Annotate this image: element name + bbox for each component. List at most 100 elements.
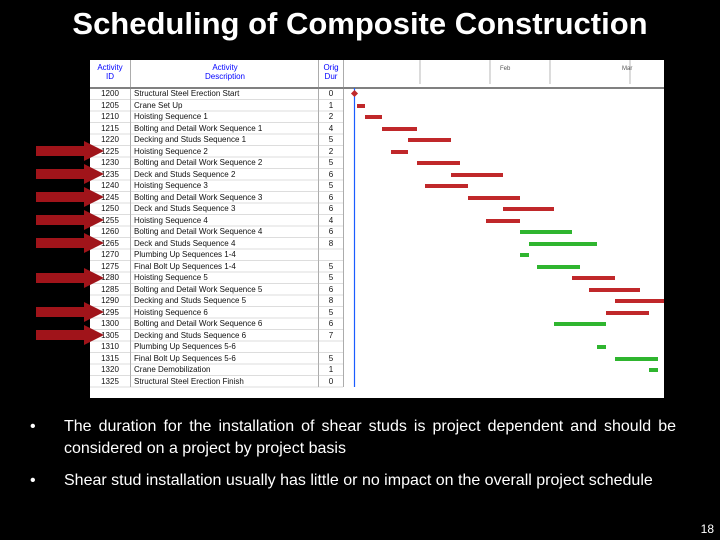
activity-description: Final Bolt Up Sequences 5-6 — [134, 354, 236, 363]
activity-description: Bolting and Detail Work Sequence 4 — [134, 228, 263, 236]
activity-bar — [382, 126, 417, 131]
activity-bar — [528, 241, 598, 246]
activity-duration: 6 — [328, 320, 334, 328]
timeline-label-mar: Mar — [622, 66, 633, 72]
activity-id: 1215 — [101, 124, 119, 133]
activity-description: Final Bolt Up Sequences 1-4 — [134, 262, 236, 271]
activity-id: 1325 — [101, 377, 119, 386]
header-dur-line2: Dur — [324, 72, 338, 81]
activity-duration: 0 — [328, 377, 334, 386]
activity-description: Decking and Studs Sequence 6 — [134, 331, 247, 340]
activity-bar — [356, 103, 366, 108]
activity-bar — [606, 310, 649, 315]
bullet-text-1: The duration for the installation of she… — [64, 418, 676, 457]
activity-duration: 1 — [328, 101, 334, 110]
activity-description: Plumbing Up Sequences 5-6 — [134, 343, 236, 351]
gantt-grid — [90, 60, 664, 388]
activity-duration: 2 — [328, 113, 334, 121]
activity-duration: 2 — [328, 147, 334, 156]
red-arrow-icon — [36, 233, 104, 254]
activity-description: Crane Demobilization — [134, 366, 211, 374]
activity-description: Crane Set Up — [134, 101, 183, 110]
activity-description: Bolting and Detail Work Sequence 2 — [134, 159, 263, 167]
red-arrow-icon — [36, 325, 104, 346]
activity-description: Hoisting Sequence 6 — [134, 308, 208, 317]
activity-duration: 5 — [328, 182, 334, 190]
activity-description: Hoisting Sequence 5 — [134, 274, 208, 282]
timeline-label-feb: Feb — [500, 66, 511, 72]
activity-description: Plumbing Up Sequences 1-4 — [134, 251, 236, 259]
activity-bar — [451, 172, 503, 177]
activity-bar — [649, 368, 658, 372]
activity-description: Structural Steel Erection Finish — [134, 377, 244, 386]
activity-id: 1310 — [101, 343, 119, 351]
header-desc-line2: Description — [204, 72, 245, 81]
activity-duration: 4 — [328, 216, 334, 225]
activity-duration: 1 — [328, 366, 334, 374]
activity-description: Bolting and Detail Work Sequence 1 — [134, 124, 263, 133]
activity-description: Hoisting Sequence 3 — [134, 182, 208, 190]
activity-bar — [485, 218, 520, 223]
activity-id: 1260 — [101, 228, 119, 236]
activity-id: 1320 — [101, 366, 119, 374]
activity-bar — [391, 149, 409, 154]
activity-bar — [520, 230, 572, 234]
activity-bar — [614, 356, 658, 361]
red-arrow-icon — [36, 210, 104, 231]
header-activity-description: Activity Description — [132, 63, 318, 81]
activity-description: Hoisting Sequence 2 — [134, 147, 208, 156]
activity-id: 1285 — [101, 285, 119, 294]
activity-description: Bolting and Detail Work Sequence 3 — [134, 193, 263, 202]
activity-id: 1240 — [101, 182, 119, 190]
page-number: 18 — [700, 522, 714, 536]
activity-id: 1270 — [101, 251, 119, 259]
activity-id: 1205 — [101, 101, 119, 110]
activity-duration: 6 — [328, 285, 334, 294]
activity-duration: 5 — [328, 136, 334, 144]
activity-id: 1210 — [101, 113, 119, 121]
bullet-marker-2: • — [30, 472, 36, 489]
activity-bar — [502, 207, 555, 211]
activity-id: 1200 — [101, 90, 119, 98]
gantt-chart: Activity ID Activity Description Orig Du… — [90, 60, 664, 398]
activity-id: 1220 — [101, 136, 119, 144]
activity-duration: 0 — [328, 90, 334, 98]
activity-duration: 8 — [328, 297, 334, 305]
activity-id: 1290 — [101, 297, 119, 305]
red-arrow-icon — [36, 164, 104, 185]
activity-id: 1255 — [101, 216, 119, 225]
header-activity-id: Activity ID — [90, 63, 130, 81]
activity-id: 1275 — [101, 262, 119, 271]
activity-description: Bolting and Detail Work Sequence 5 — [134, 285, 263, 294]
header-desc-line1: Activity — [212, 63, 238, 72]
activity-duration: 6 — [328, 228, 334, 236]
activity-description: Decking and Studs Sequence 5 — [134, 297, 247, 305]
activity-duration: 5 — [328, 274, 334, 282]
red-arrow-icon — [36, 302, 104, 323]
activity-duration: 5 — [328, 262, 334, 271]
activity-duration: 6 — [328, 193, 334, 202]
activity-bar — [365, 115, 383, 119]
header-id-line1: Activity — [97, 63, 123, 72]
activity-duration: 5 — [328, 354, 334, 363]
activity-description: Deck and Studs Sequence 2 — [134, 170, 236, 179]
activity-id: 1315 — [101, 354, 119, 363]
red-arrow-icon — [36, 141, 104, 162]
header-dur-line1: Orig — [323, 63, 339, 72]
header-original-duration: Orig Dur — [320, 63, 342, 81]
activity-description: Bolting and Detail Work Sequence 6 — [134, 320, 263, 328]
red-arrow-icon — [36, 267, 104, 288]
activity-id: 1295 — [101, 308, 119, 317]
activity-id: 1300 — [101, 320, 119, 328]
activity-id: 1225 — [101, 147, 119, 156]
activity-duration: 8 — [328, 239, 334, 248]
activity-bar — [416, 161, 460, 165]
activity-description: Hoisting Sequence 1 — [134, 113, 208, 121]
activity-duration: 4 — [328, 124, 334, 133]
activity-bar — [571, 276, 615, 280]
activity-bar — [537, 264, 581, 269]
bullet-marker-1: • — [30, 418, 36, 435]
activity-description: Decking and Studs Sequence 1 — [134, 136, 247, 144]
activity-id: 1245 — [101, 193, 119, 202]
activity-id: 1280 — [101, 274, 119, 282]
